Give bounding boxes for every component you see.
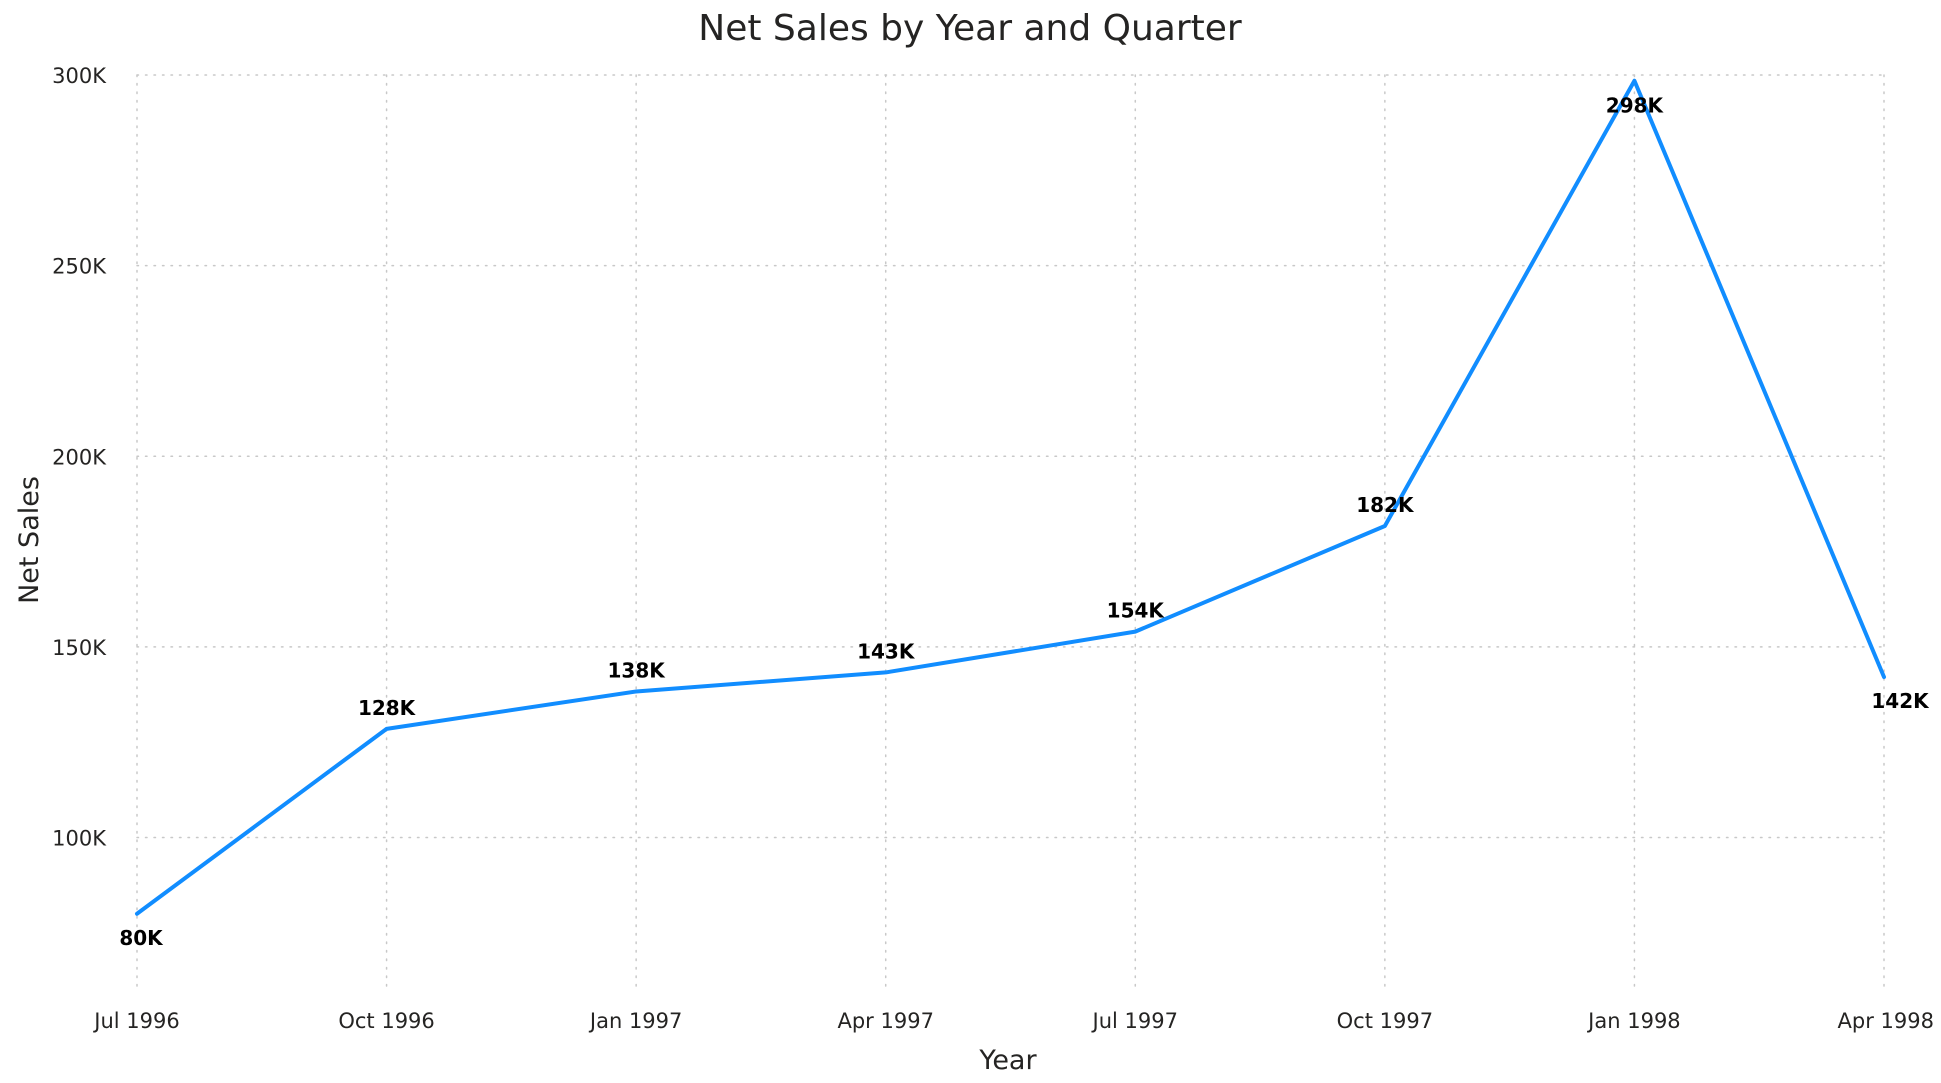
data-point: [1631, 78, 1637, 84]
y-tick-label: 300K: [52, 64, 107, 88]
y-tick-label: 250K: [52, 255, 107, 279]
data-point: [1382, 523, 1388, 529]
series-layer: [134, 78, 1887, 917]
chart-title: Net Sales by Year and Quarter: [698, 8, 1242, 49]
data-label: 128K: [358, 696, 417, 720]
y-axis-title: Net Sales: [14, 476, 45, 604]
y-axis-ticks: 100K 150K 200K 250K 300K: [52, 64, 107, 851]
data-label: 142K: [1871, 689, 1930, 713]
data-point: [134, 911, 140, 917]
x-tick-label: Oct 1997: [1337, 1009, 1433, 1033]
x-tick-label: Oct 1996: [338, 1009, 434, 1033]
x-tick-label: Jan 1998: [1586, 1009, 1681, 1033]
data-point: [883, 669, 889, 675]
data-point: [1881, 674, 1887, 680]
data-point: [1132, 629, 1138, 635]
data-label: 143K: [857, 639, 916, 663]
data-point: [633, 688, 639, 694]
y-tick-label: 100K: [52, 827, 107, 851]
grid: [136, 74, 1885, 991]
series-line: [135, 78, 1886, 916]
y-tick-label: 200K: [52, 445, 107, 469]
x-axis-title: Year: [978, 1045, 1037, 1076]
x-tick-label: Jan 1997: [588, 1009, 683, 1033]
data-point: [384, 726, 390, 732]
data-label: 182K: [1356, 493, 1415, 517]
data-label: 154K: [1107, 599, 1166, 623]
y-tick-label: 150K: [52, 636, 107, 660]
data-label: 80K: [119, 926, 164, 950]
data-labels: 80K 128K 138K 143K 154K 182K 298K 142K: [119, 94, 1930, 950]
x-tick-label: Apr 1997: [837, 1009, 933, 1033]
x-tick-label: Jul 1996: [92, 1009, 179, 1033]
data-label: 298K: [1606, 94, 1665, 118]
x-axis-ticks: Jul 1996 Oct 1996 Jan 1997 Apr 1997 Jul 1997…: [92, 1009, 1934, 1033]
x-tick-label: Apr 1998: [1838, 1009, 1934, 1033]
x-tick-label: Jul 1997: [1091, 1009, 1178, 1033]
data-label: 138K: [608, 658, 667, 682]
